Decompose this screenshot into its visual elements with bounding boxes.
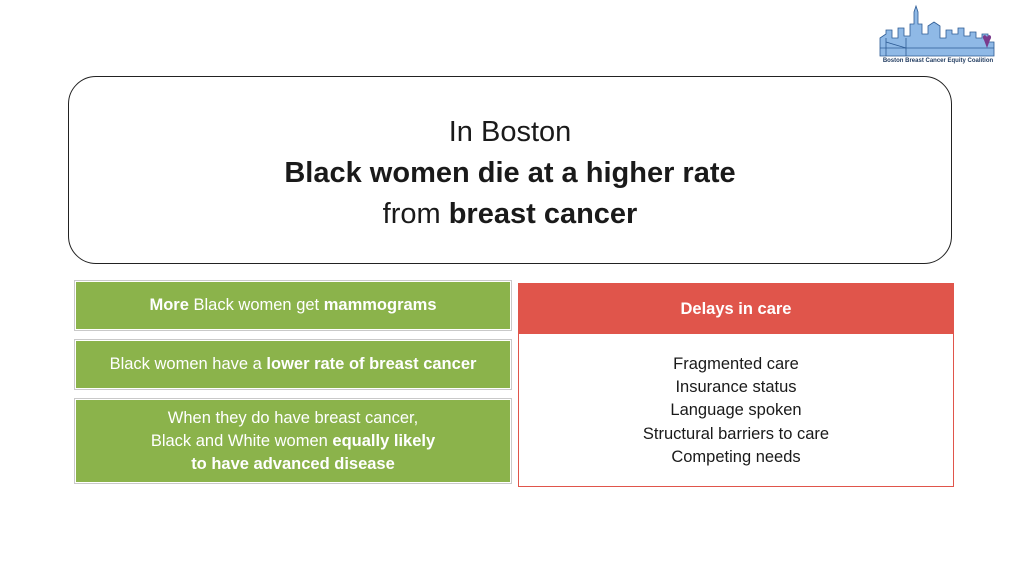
delay-item: Competing needs (671, 447, 801, 466)
delay-item: Fragmented care (673, 355, 799, 373)
skyline-icon (879, 4, 995, 57)
delay-item: Structural barriers to care (642, 424, 830, 443)
headline-line-2: Black women die at a higher rate (284, 157, 736, 189)
logo-caption: Boston Breast Cancer Equity Coalition (882, 58, 994, 64)
finding-1-bold-b: mammograms (323, 296, 437, 314)
finding-3-line-1: When they do have breast cancer, (167, 408, 419, 427)
finding-3-line-3: to have advanced disease (191, 454, 395, 473)
finding-advanced-disease: When they do have breast cancer, Black a… (74, 398, 512, 484)
headline-line-3-prefix: from (382, 198, 449, 230)
delay-item: Language spoken (670, 401, 802, 420)
coalition-logo: Boston Breast Cancer Equity Coalition (876, 4, 1000, 68)
delay-item: Insurance status (675, 378, 797, 397)
finding-mammograms: More Black women get mammograms (74, 280, 512, 331)
finding-1-text: Black women get (188, 296, 324, 314)
finding-3-line-2-text: Black and White women (150, 431, 333, 450)
finding-2-bold: lower rate of breast cancer (266, 355, 477, 373)
finding-lower-rate: Black women have a lower rate of breast … (74, 339, 512, 390)
headline-line-1: In Boston (448, 116, 572, 148)
finding-1-bold-a: More (149, 296, 189, 314)
headline-line-3: from breast cancer (69, 194, 951, 235)
finding-3-line-2-bold: equally likely (332, 431, 436, 450)
finding-2-text: Black women have a (109, 355, 267, 373)
delays-title: Delays in care (519, 284, 953, 334)
headline-line-3-bold: breast cancer (448, 198, 638, 230)
delays-panel: Delays in care Fragmented care Insurance… (518, 283, 954, 487)
delays-list: Fragmented care Insurance status Languag… (519, 353, 953, 469)
headline-box: In Boston Black women die at a higher ra… (68, 76, 952, 264)
